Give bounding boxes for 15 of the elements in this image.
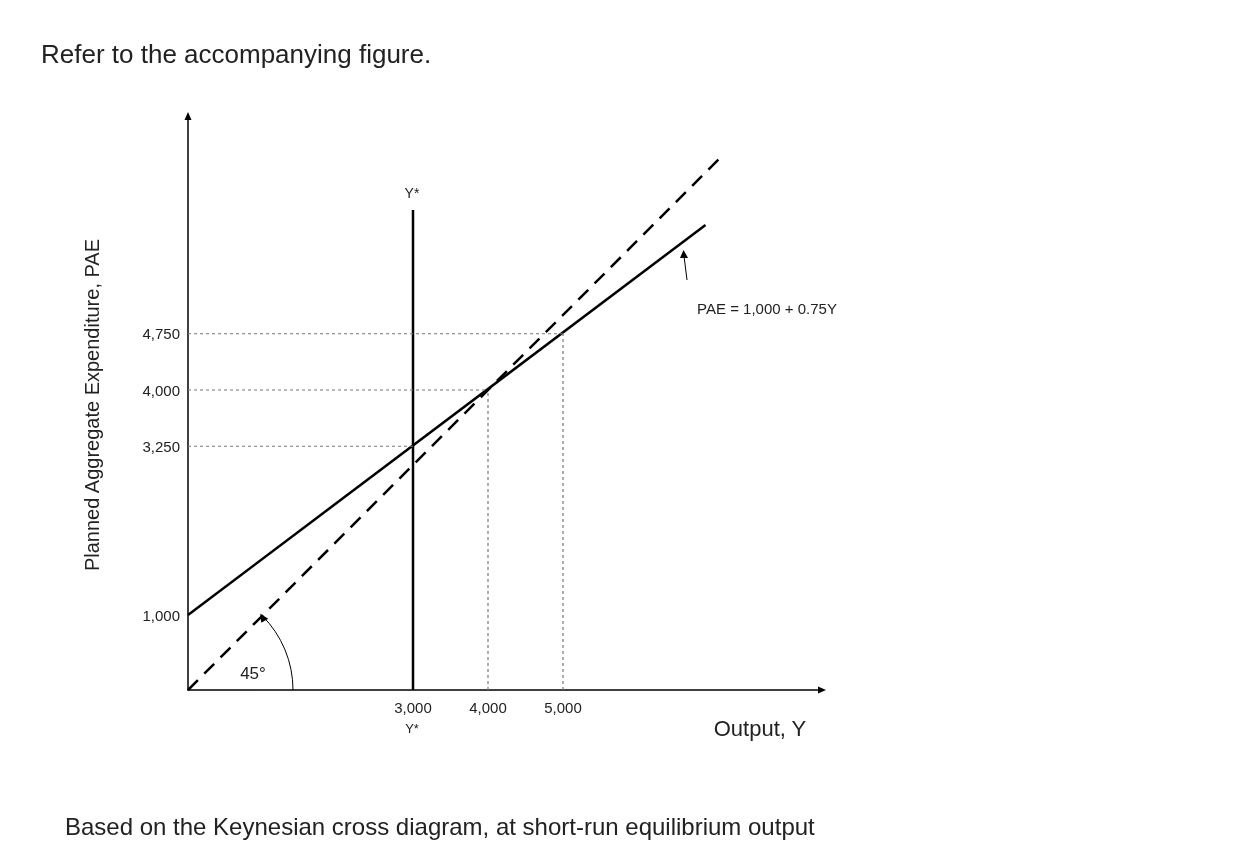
x-tick-label: 5,000 <box>544 699 582 716</box>
text: Based on the Keynesian cross diagram, at short-run equilibrium output <box>65 812 816 840</box>
x-tick-label: 4,000 <box>469 699 507 716</box>
chart-title: Refer to the accompanying figure. <box>41 39 432 69</box>
y-tick-label: 4,750 <box>142 325 180 343</box>
annotation: PAE = 1,000 + 0.75Y <box>697 299 837 317</box>
annotation: 45° <box>240 663 266 683</box>
y-tick-label: 4,000 <box>142 381 180 399</box>
y-tick-label: 1,000 <box>142 606 180 624</box>
text: Y* <box>405 720 419 736</box>
y-tick-label: 3,250 <box>142 437 180 455</box>
x-axis-title: Output, Y <box>713 715 807 741</box>
y-axis-title: Planned Aggregate Expenditure, PAE <box>81 238 103 572</box>
x-tick-label: 3,000 <box>394 699 432 716</box>
annotation: Y* <box>404 185 420 201</box>
